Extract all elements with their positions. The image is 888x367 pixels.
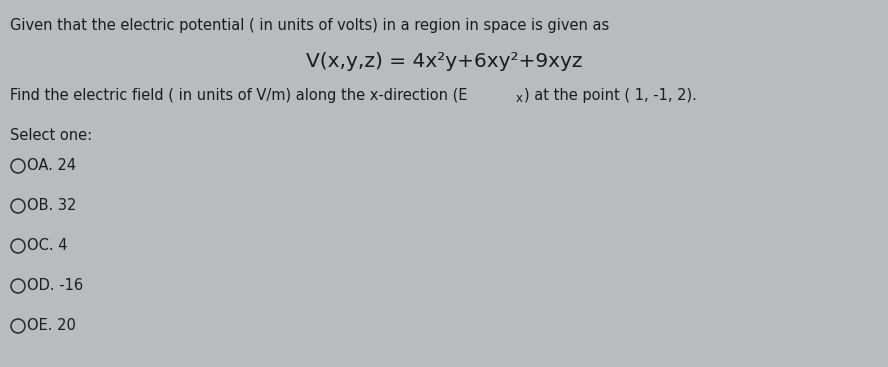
Bar bbox=[694, 0, 698, 367]
Bar bbox=[16, 0, 20, 367]
Text: OC. 4: OC. 4 bbox=[27, 238, 67, 253]
Bar bbox=[355, 0, 360, 367]
Bar bbox=[194, 0, 198, 367]
Bar bbox=[32, 0, 36, 367]
Bar bbox=[501, 0, 504, 367]
Bar bbox=[517, 0, 520, 367]
Bar bbox=[258, 0, 262, 367]
Bar bbox=[662, 0, 666, 367]
Bar bbox=[178, 0, 182, 367]
Bar bbox=[678, 0, 682, 367]
Bar bbox=[404, 0, 408, 367]
Bar bbox=[582, 0, 585, 367]
Text: OE. 20: OE. 20 bbox=[27, 318, 75, 333]
Bar bbox=[872, 0, 876, 367]
Bar bbox=[598, 0, 601, 367]
Bar bbox=[146, 0, 149, 367]
Text: Find the electric field ( in units of V/m) along the x-direction (E: Find the electric field ( in units of V/… bbox=[10, 88, 467, 103]
Bar bbox=[371, 0, 376, 367]
Bar bbox=[162, 0, 165, 367]
Bar bbox=[129, 0, 133, 367]
Text: V(x,y,z) = 4x²y+6xy²+9xyz: V(x,y,z) = 4x²y+6xy²+9xyz bbox=[305, 52, 583, 71]
Text: Select one:: Select one: bbox=[10, 128, 92, 143]
Bar bbox=[823, 0, 828, 367]
Bar bbox=[242, 0, 246, 367]
Bar bbox=[49, 0, 52, 367]
Bar bbox=[759, 0, 763, 367]
Bar bbox=[614, 0, 617, 367]
Bar bbox=[807, 0, 812, 367]
Bar bbox=[387, 0, 392, 367]
Bar bbox=[710, 0, 715, 367]
Bar bbox=[65, 0, 68, 367]
Bar bbox=[533, 0, 537, 367]
Text: x: x bbox=[516, 92, 523, 105]
Bar bbox=[226, 0, 230, 367]
Bar bbox=[0, 0, 4, 367]
Text: OB. 32: OB. 32 bbox=[27, 198, 76, 213]
Bar bbox=[290, 0, 295, 367]
Text: Given that the electric potential ( in units of volts) in a region in space is g: Given that the electric potential ( in u… bbox=[10, 18, 609, 33]
Text: ) at the point ( 1, -1, 2).: ) at the point ( 1, -1, 2). bbox=[524, 88, 697, 103]
Bar bbox=[113, 0, 117, 367]
Bar bbox=[306, 0, 311, 367]
Bar bbox=[856, 0, 860, 367]
Text: OD. -16: OD. -16 bbox=[27, 278, 83, 293]
Bar bbox=[775, 0, 779, 367]
Bar bbox=[839, 0, 844, 367]
Bar bbox=[630, 0, 634, 367]
Bar bbox=[726, 0, 731, 367]
Bar bbox=[742, 0, 747, 367]
Bar bbox=[565, 0, 569, 367]
Bar bbox=[210, 0, 214, 367]
Bar bbox=[452, 0, 456, 367]
Bar bbox=[484, 0, 488, 367]
Bar bbox=[468, 0, 472, 367]
Bar bbox=[339, 0, 343, 367]
Bar bbox=[549, 0, 553, 367]
Bar bbox=[97, 0, 101, 367]
Bar bbox=[646, 0, 650, 367]
Bar bbox=[323, 0, 327, 367]
Bar bbox=[81, 0, 84, 367]
Bar bbox=[436, 0, 440, 367]
Bar bbox=[274, 0, 279, 367]
Text: OA. 24: OA. 24 bbox=[27, 158, 76, 173]
Bar bbox=[791, 0, 795, 367]
Bar bbox=[420, 0, 424, 367]
